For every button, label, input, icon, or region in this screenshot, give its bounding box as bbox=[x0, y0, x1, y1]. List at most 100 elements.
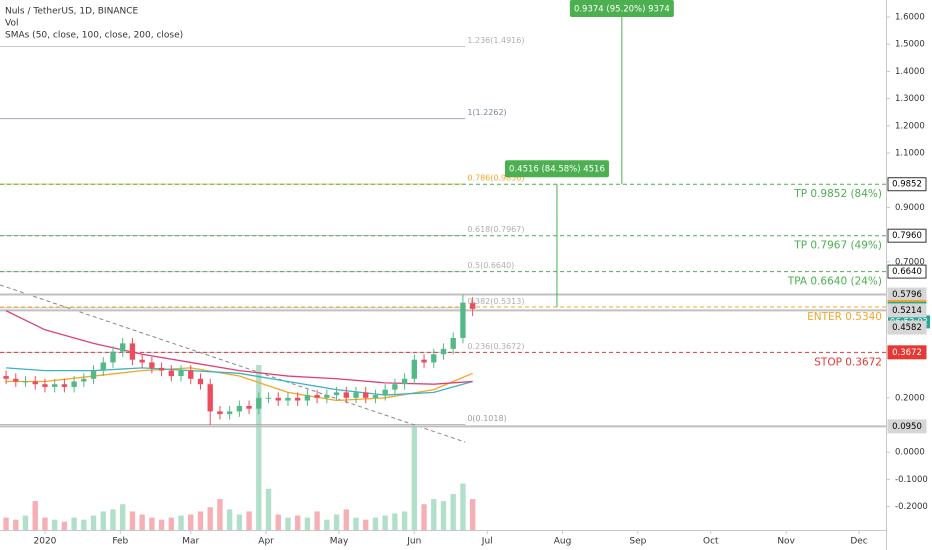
candle-body bbox=[226, 411, 233, 415]
x-tick-label: 2020 bbox=[34, 537, 57, 547]
y-tick-label: 1.4000 bbox=[895, 67, 925, 77]
volume-bar bbox=[42, 517, 48, 530]
candle-body bbox=[392, 384, 398, 390]
trade-label: TPA 0.6640 (24%) bbox=[787, 276, 882, 288]
price-badge-label: 0.4582 bbox=[892, 323, 922, 333]
measure-box bbox=[504, 160, 609, 178]
sma-line bbox=[6, 367, 473, 402]
candle-body bbox=[421, 359, 427, 363]
y-tick-label: -0.1000 bbox=[895, 475, 928, 485]
candle-body bbox=[246, 405, 252, 409]
volume-bar bbox=[440, 501, 447, 530]
price-badge-label: 0.5796 bbox=[892, 290, 922, 300]
candle-body bbox=[197, 378, 204, 385]
volume-bar bbox=[431, 499, 437, 530]
volume-bar bbox=[110, 509, 116, 530]
volume-bar bbox=[324, 519, 330, 530]
candle-body bbox=[382, 389, 388, 396]
x-tick-label: Aug bbox=[554, 537, 572, 547]
candle-body bbox=[158, 367, 165, 371]
candle-body bbox=[256, 397, 262, 409]
candle-body bbox=[61, 384, 68, 387]
fib-label: 0.5(0.6640) bbox=[467, 261, 514, 270]
legend-line: Vol bbox=[5, 19, 18, 29]
candle-body bbox=[42, 384, 48, 387]
volume-bar bbox=[343, 509, 349, 530]
volume-bar bbox=[275, 514, 281, 530]
volume-bar bbox=[236, 514, 243, 530]
x-tick-label: May bbox=[330, 537, 349, 547]
candle-body bbox=[22, 381, 29, 383]
price-badge-label: 0.5214 bbox=[892, 306, 922, 316]
candle-body bbox=[401, 378, 408, 385]
price-badge-label: 0.7960 bbox=[892, 231, 922, 241]
volume-bar bbox=[421, 504, 427, 530]
price-badge bbox=[887, 177, 927, 192]
candle-body bbox=[372, 395, 379, 398]
price-badge bbox=[887, 320, 927, 335]
candle-body bbox=[207, 384, 213, 412]
volume-bar bbox=[314, 511, 320, 530]
volume-bar bbox=[256, 365, 262, 530]
x-tick-label: Apr bbox=[258, 537, 274, 547]
measure-label: 0.9374 (95.20%) 9374 bbox=[574, 5, 670, 15]
candle-body bbox=[120, 343, 126, 352]
fib-label: 1.236(1.4916) bbox=[467, 36, 524, 45]
fib-label: 0.618(0.7967) bbox=[467, 225, 524, 234]
price-badge-label: 0.3672 bbox=[892, 348, 922, 358]
measure-label: 0.4516 (84.58%) 4516 bbox=[509, 165, 605, 175]
volume-bar bbox=[90, 515, 97, 530]
overlay: 2020 Feb Mar Apr May Jun Jul Aug Sep Oct Nov Dec 1.6… bbox=[34, 0, 930, 547]
volume-bar bbox=[333, 514, 340, 530]
volume-bar bbox=[285, 517, 291, 530]
volume-bar bbox=[353, 517, 359, 530]
volume-bar bbox=[304, 517, 311, 530]
candle-body bbox=[90, 370, 97, 379]
candle-body bbox=[188, 370, 194, 379]
volume-bar bbox=[52, 519, 58, 530]
volume-bar bbox=[81, 519, 87, 530]
price-badge-label: 0.9852 bbox=[892, 180, 922, 190]
volume-bar bbox=[13, 519, 19, 530]
volume-bar bbox=[217, 499, 223, 530]
volume-bar bbox=[469, 499, 476, 530]
candle-body bbox=[52, 384, 58, 387]
volume-bar bbox=[450, 493, 456, 530]
volume-bar bbox=[178, 515, 184, 530]
trade-label: TP 0.7967 (49%) bbox=[793, 240, 882, 252]
y-tick-label: 1.2000 bbox=[895, 121, 925, 131]
y-tick-label: -0.2000 bbox=[895, 502, 928, 512]
y-tick-label: 0.0000 bbox=[895, 448, 925, 458]
candle-body bbox=[343, 392, 349, 398]
volume-bar bbox=[61, 521, 68, 530]
volume-bar bbox=[158, 519, 165, 530]
x-tick-label: Jun bbox=[406, 537, 421, 547]
y-tick-label: 0.2000 bbox=[895, 393, 925, 403]
price-badge-label: 0.0950 bbox=[892, 422, 922, 432]
trade-label: STOP 0.3672 bbox=[814, 356, 882, 368]
x-tick-label: Mar bbox=[182, 537, 199, 547]
volume-bar bbox=[226, 509, 233, 530]
candle-body bbox=[81, 378, 87, 382]
candle-body bbox=[314, 395, 320, 398]
volume-bar bbox=[32, 501, 38, 530]
volume-bar bbox=[372, 517, 379, 530]
candle-body bbox=[149, 362, 155, 368]
volume-bar bbox=[265, 488, 272, 530]
candle-body bbox=[460, 302, 466, 338]
candle-body bbox=[139, 359, 145, 363]
volume-bar bbox=[246, 511, 252, 530]
candle-body bbox=[353, 392, 359, 398]
fib-label: 1(1.2262) bbox=[467, 108, 506, 117]
y-tick-label: 1.5000 bbox=[895, 40, 925, 50]
trade-label: ENTER 0.5340 bbox=[807, 311, 882, 323]
candle-body bbox=[411, 359, 417, 379]
candle-body bbox=[13, 378, 19, 382]
candle-body bbox=[129, 343, 136, 360]
candle-body bbox=[32, 381, 38, 385]
y-tick-label: 0.9000 bbox=[895, 203, 925, 213]
volume-bar bbox=[392, 513, 398, 530]
fib-label: 0.786(0.9856) bbox=[467, 174, 524, 183]
